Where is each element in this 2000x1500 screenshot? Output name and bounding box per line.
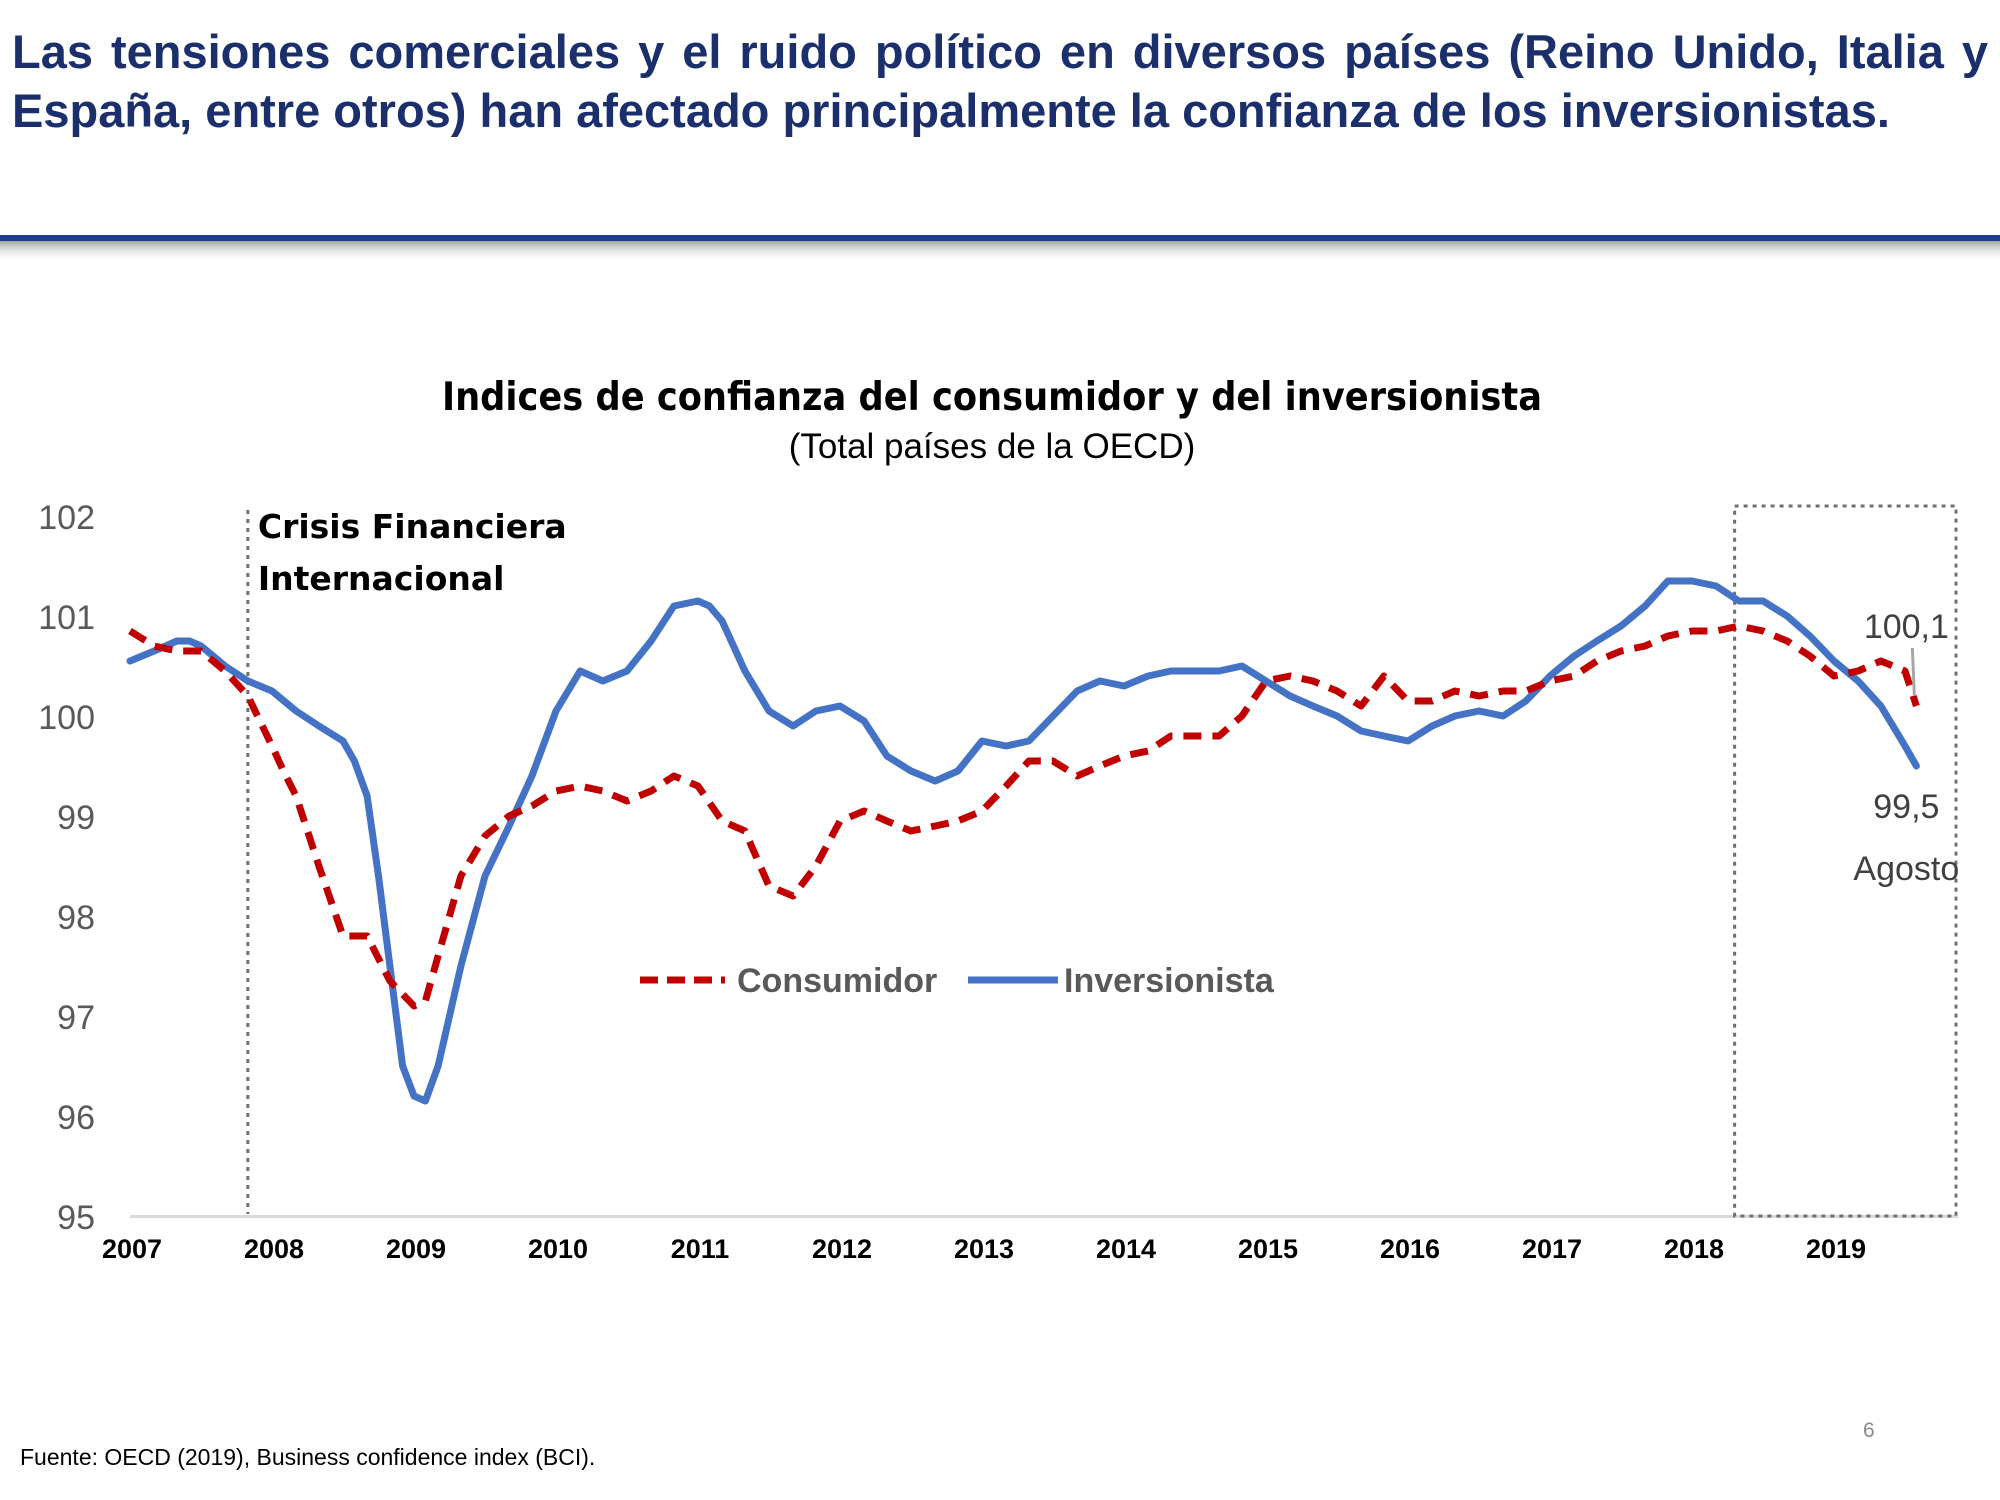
source-note: Fuente: OECD (2019), Business confidence…	[20, 1444, 596, 1470]
x-tick-label: 2018	[1664, 1234, 1724, 1264]
legend: Consumidor Inversionista	[640, 962, 1275, 1000]
x-tick-label: 2009	[386, 1234, 446, 1264]
legend-label-consumidor: Consumidor	[737, 962, 937, 1000]
x-tick-label: 2017	[1522, 1234, 1582, 1264]
rule-bar	[0, 235, 2000, 241]
page-number: 6	[1863, 1419, 1875, 1442]
y-tick-label: 95	[57, 1199, 95, 1237]
headline: Las tensiones comerciales y el ruido pol…	[12, 25, 1988, 137]
recent-period-box	[1733, 504, 1958, 1218]
rule-shadow	[0, 241, 2000, 263]
x-tick-label: 2007	[102, 1234, 162, 1264]
crisis-label-line2: Internacional	[258, 559, 505, 598]
chart-title: Índices de confianza del consumidor y de…	[442, 380, 1542, 420]
x-axis: 2007 2008 2009 2010 2011 2012 2013 2014 2015 2016…	[102, 1215, 1958, 1264]
y-axis: 102 101 100 99 98 97 96 95	[38, 499, 95, 1237]
consumidor-last-value: 100,1	[1864, 608, 1949, 646]
y-tick-label: 99	[57, 799, 95, 837]
series-line-inversionista	[126, 577, 1920, 1105]
legend-label-inversionista: Inversionista	[1064, 962, 1275, 1000]
y-tick-label: 98	[57, 899, 95, 937]
y-tick-label: 102	[38, 499, 95, 537]
x-tick-label: 2011	[671, 1234, 730, 1264]
x-tick-label: 2016	[1380, 1234, 1440, 1264]
y-tick-label: 101	[38, 599, 95, 637]
month-label: Agosto	[1853, 850, 1959, 888]
x-tick-label: 2010	[528, 1234, 588, 1264]
x-tick-label: 2014	[1096, 1234, 1156, 1264]
crisis-label-line1: Crisis Financiera	[258, 507, 567, 546]
crisis-label: Crisis Financiera Internacional	[258, 507, 578, 598]
x-tick-label: 2013	[954, 1234, 1014, 1264]
consumidor-label-leader	[1910, 647, 1916, 697]
x-tick-label: 2012	[812, 1234, 872, 1264]
header-rule	[0, 235, 2000, 263]
chart-subtitle: (Total países de la OECD)	[789, 427, 1196, 466]
x-tick-label: 2015	[1238, 1234, 1298, 1264]
y-tick-label: 96	[57, 1099, 95, 1137]
confidence-chart: Índices de confianza del consumidor y de…	[38, 380, 1959, 1264]
x-tick-label: 2008	[244, 1234, 304, 1264]
y-tick-label: 97	[57, 999, 95, 1037]
inversionista-last-value: 99,5	[1873, 788, 1939, 826]
x-tick-label: 2019	[1806, 1234, 1866, 1264]
y-tick-label: 100	[38, 699, 95, 737]
series-line-consumidor	[128, 622, 1920, 1010]
